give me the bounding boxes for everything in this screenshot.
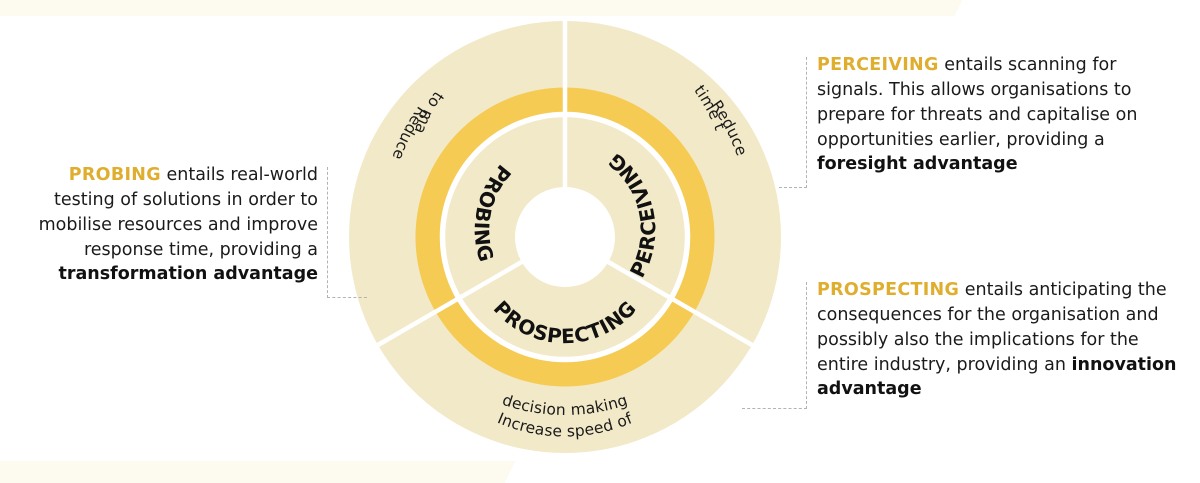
inner-segment-probing[interactable]	[415, 87, 565, 312]
connector-prospecting-vertical	[806, 282, 807, 409]
background-band-bottom	[0, 461, 516, 483]
connector-probing-vertical	[327, 167, 328, 298]
callout-probing-leadin: a	[307, 239, 318, 260]
callout-perceiving-leadin: a	[1093, 129, 1105, 150]
callout-prospecting-body: entails anticipating the consequences fo…	[817, 280, 1167, 375]
callout-probing: PROBING entails real-world testing of so…	[18, 163, 318, 287]
background-band-top	[0, 0, 966, 16]
callout-probing-keyword: PROBING	[68, 165, 161, 185]
callout-prospecting: PROSPECTING entails anticipating the con…	[817, 278, 1177, 402]
connector-perceiving-vertical	[806, 57, 807, 188]
inner-segment-prospecting[interactable]	[435, 297, 695, 387]
callout-perceiving: PERCEIVING entails scanning for signals.…	[817, 53, 1162, 177]
callout-perceiving-body: entails scanning for signals. This allow…	[817, 55, 1138, 150]
callout-probing-body: entails real-world testing of solutions …	[38, 165, 318, 260]
callout-probing-advantage: transformation advantage	[58, 264, 318, 285]
capability-wheel-diagram: Reduce time to market Reduce reponse tim…	[349, 21, 781, 453]
connector-perceiving-horizontal	[779, 187, 807, 188]
callout-perceiving-keyword: PERCEIVING	[817, 55, 939, 75]
wheel-hub	[515, 187, 615, 287]
callout-perceiving-advantage: foresight advantage	[817, 154, 1018, 175]
inner-segment-perceiving[interactable]	[565, 87, 715, 312]
ring-separator	[439, 111, 691, 363]
callout-prospecting-keyword: PROSPECTING	[817, 280, 960, 300]
callout-prospecting-advantage: innovation advantage	[817, 354, 1177, 400]
